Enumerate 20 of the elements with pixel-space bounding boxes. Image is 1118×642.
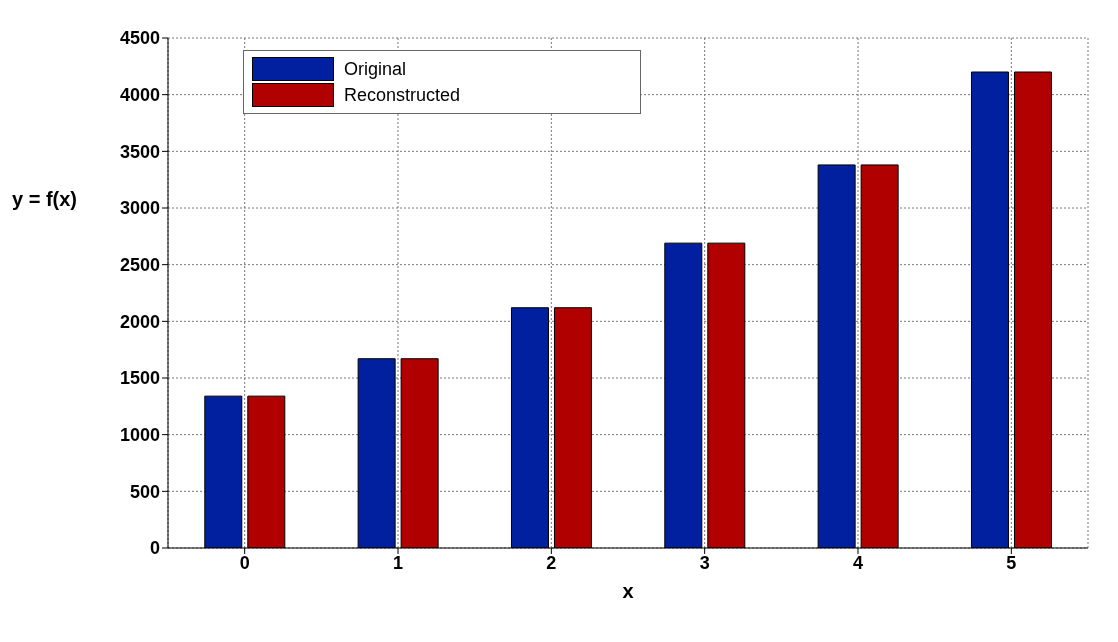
legend-label: Reconstructed — [344, 84, 461, 106]
x-tick-label: 5 — [1006, 552, 1017, 573]
y-tick-label: 2000 — [119, 311, 160, 332]
x-tick-label: 0 — [239, 552, 250, 573]
y-tick-label: 4500 — [119, 28, 160, 49]
x-tick-label: 2 — [546, 552, 557, 573]
y-axis-title: y = f(x) — [12, 188, 78, 211]
y-tick-label: 500 — [129, 481, 160, 502]
x-tick-label: 1 — [392, 552, 404, 573]
legend-label: Original — [344, 58, 407, 80]
y-tick-label: 1000 — [119, 425, 160, 446]
y-tick-label: 4000 — [119, 85, 160, 106]
x-tick-label: 3 — [699, 552, 710, 573]
y-tick-label: 3000 — [119, 198, 160, 219]
y-tick-label: 1500 — [119, 368, 160, 389]
y-tick-label: 2500 — [119, 255, 160, 276]
y-tick-label: 0 — [149, 538, 160, 559]
y-tick-label: 3500 — [119, 141, 160, 162]
x-tick-label: 4 — [852, 552, 864, 573]
x-axis-title: x — [622, 580, 634, 602]
